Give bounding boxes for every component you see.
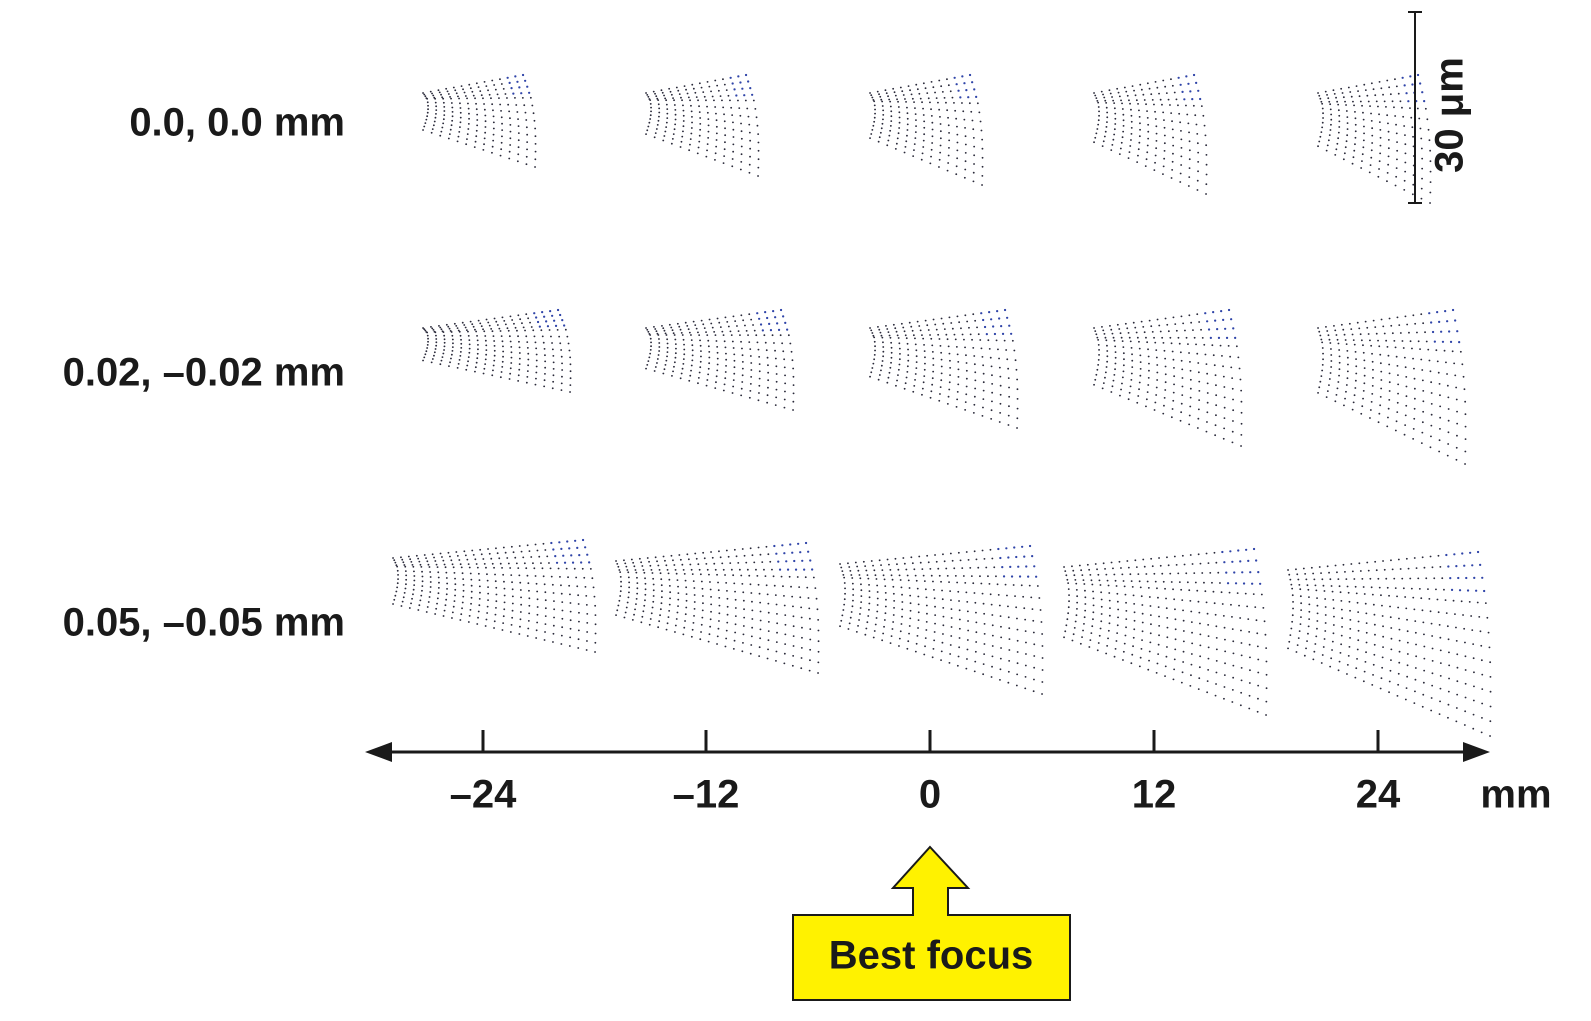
spot-dots-blue [729,73,754,97]
axis-arrow [1463,742,1490,762]
row-label: 0.0, 0.0 mm [129,101,345,145]
spot-dots-blue [997,544,1038,578]
spot-dots-blue [953,73,978,99]
spot-dots [1287,554,1492,737]
tick-label: 24 [1356,773,1401,817]
row-label: 0.02, –0.02 mm [63,351,345,395]
spot-dots [869,78,984,186]
axis-arrow [365,742,392,762]
spot-dots [1317,78,1432,204]
spot-dots [1063,551,1268,716]
spot-dots-blue [506,73,531,95]
spot-dots-blue [1221,547,1262,585]
scale-bar-label: 30 μm [1428,57,1472,173]
spot-dots-blue [1445,550,1486,593]
row-label: 0.05, –0.05 mm [63,601,345,645]
spot-dots-blue [533,308,566,328]
spot-dots [422,313,572,393]
spot-dots-blue [1204,308,1237,339]
callout-label: Best focus [829,934,1034,978]
spot-dots [645,313,795,411]
tick-label: –24 [450,773,517,817]
spot-dots-blue [756,308,789,332]
best-focus-callout [792,845,1071,1001]
axis-ticks: –24 –12 0 12 24 [450,730,1401,817]
spot-dots [1093,78,1208,195]
tick-label: 0 [919,773,941,817]
spot-dots-blue [773,541,814,571]
spot-dots [422,78,537,168]
spot-dots [839,548,1044,695]
tick-label: 12 [1132,773,1177,817]
tick-label: –12 [673,773,740,817]
spot-dots [392,542,597,653]
spot-dots [1317,313,1467,465]
spot-dots-blue [1177,73,1202,101]
spot-dots [645,78,760,177]
spot-dots-blue [1428,308,1461,344]
spot-dots-blue [550,538,591,564]
spot-diagrams [392,73,1492,737]
spot-dots [869,313,1019,429]
spot-dots-blue [980,308,1013,336]
axis-unit: mm [1480,773,1551,817]
spot-dots [615,545,820,674]
spot-dots [1093,313,1243,447]
